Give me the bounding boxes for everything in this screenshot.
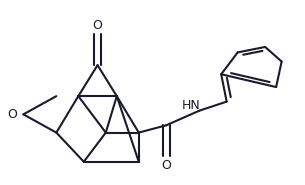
Text: O: O: [7, 108, 17, 121]
Text: O: O: [93, 18, 102, 32]
Text: HN: HN: [181, 99, 200, 112]
Text: O: O: [161, 159, 171, 172]
